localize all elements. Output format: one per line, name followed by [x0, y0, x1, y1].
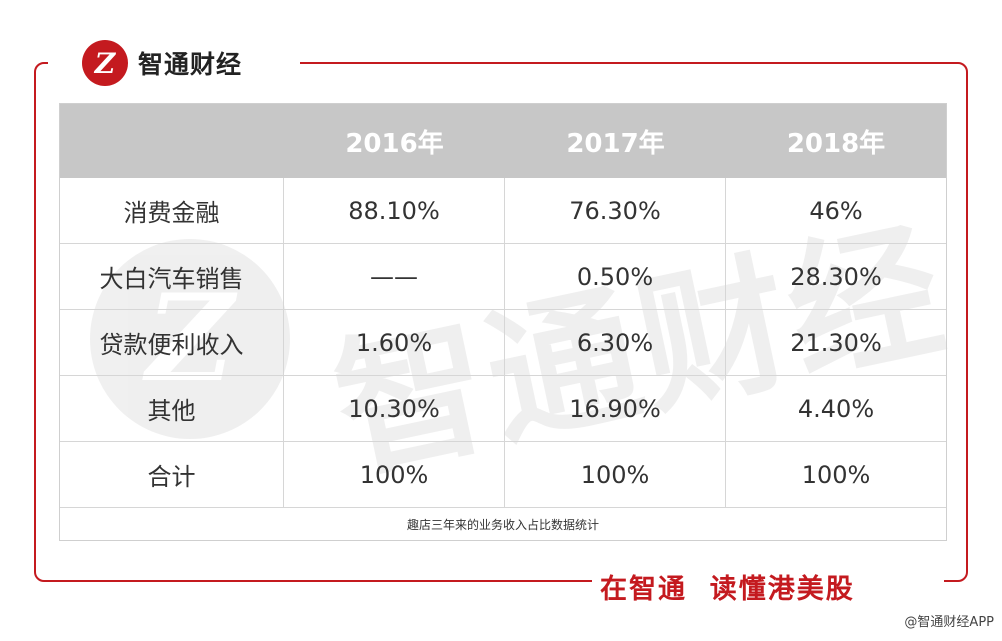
table-row: 合计 100% 100% 100%	[60, 442, 946, 508]
table-row: 大白汽车销售 —— 0.50% 28.30%	[60, 244, 946, 310]
header-cell-2016: 2016年	[345, 128, 444, 159]
table-cell: 21.30%	[790, 328, 882, 357]
table-cell: 1.60%	[284, 310, 505, 375]
table-header-row: 2016年 2017年 2018年	[60, 104, 946, 178]
table-cell: 10.30%	[284, 376, 505, 441]
table-cell: 4.40%	[797, 394, 875, 423]
header-cell-empty	[60, 104, 284, 178]
table-cell: ——	[284, 244, 505, 309]
table-cell: 16.90%	[505, 376, 726, 441]
table-row: 其他 10.30% 16.90% 4.40%	[60, 376, 946, 442]
table-cell: 46%	[809, 196, 863, 225]
table-cell: 100%	[505, 442, 726, 507]
table-cell: 100%	[801, 460, 871, 489]
credit-text: @智通财经APP	[904, 615, 994, 630]
row-label: 其他	[60, 376, 284, 441]
table-cell: 6.30%	[505, 310, 726, 375]
table-cell: 76.30%	[505, 178, 726, 243]
table-row: 消费金融 88.10% 76.30% 46%	[60, 178, 946, 244]
brand-name: 智通财经	[138, 50, 243, 79]
table-cell: 28.30%	[790, 262, 882, 291]
header-cell-2017: 2017年	[566, 128, 665, 159]
table-cell: 100%	[284, 442, 505, 507]
slogan: 在智通 读懂港美股	[600, 574, 855, 605]
row-label: 贷款便利收入	[60, 310, 284, 375]
revenue-share-table: 2016年 2017年 2018年 消费金融 88.10% 76.30% 46%…	[59, 103, 947, 541]
table-cell: 88.10%	[284, 178, 505, 243]
row-label: 消费金融	[60, 178, 284, 243]
red-frame	[34, 62, 968, 582]
table-footnote: 趣店三年来的业务收入占比数据统计	[406, 517, 599, 532]
row-label: 大白汽车销售	[60, 244, 284, 309]
brand-logo: Z 智通财经	[82, 40, 242, 86]
table-cell: 0.50%	[505, 244, 726, 309]
table-row: 贷款便利收入 1.60% 6.30% 21.30%	[60, 310, 946, 376]
brand-logo-icon: Z	[82, 40, 128, 86]
row-label: 合计	[60, 442, 284, 507]
header-cell-2018: 2018年	[786, 128, 886, 159]
frame-gap-bottom	[592, 566, 944, 600]
